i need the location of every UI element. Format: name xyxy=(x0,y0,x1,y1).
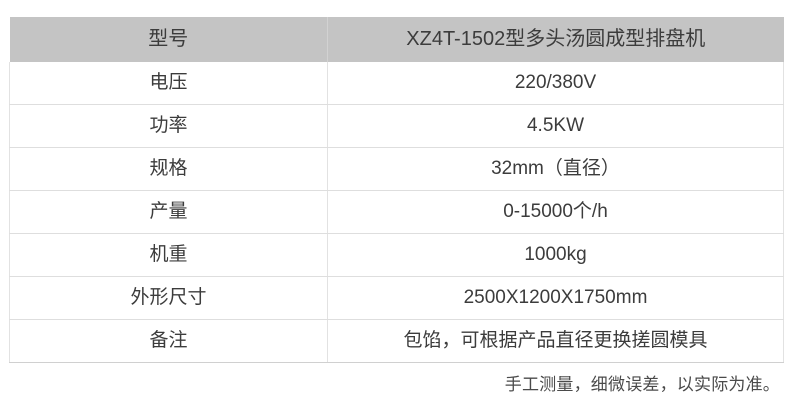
spec-label-cell: 规格 xyxy=(9,147,328,191)
spec-value-cell: 4.5KW xyxy=(327,104,784,148)
spec-value-cell: 2500X1200X1750mm xyxy=(327,276,784,320)
table-row: 外形尺寸 2500X1200X1750mm xyxy=(9,276,784,320)
spec-value-text: 32mm（直径） xyxy=(491,158,620,179)
header-cell-model-value: XZ4T-1502型多头汤圆成型排盘机 xyxy=(327,17,784,62)
spec-label-text: 功率 xyxy=(149,115,188,136)
spec-value-cell: 0-15000个/h xyxy=(327,190,784,234)
spec-label-text: 机重 xyxy=(149,244,188,265)
table-row: 功率 4.5KW xyxy=(9,104,784,148)
spec-label-text: 备注 xyxy=(149,330,188,351)
spec-label-text: 规格 xyxy=(149,158,188,179)
spec-label-cell: 机重 xyxy=(9,233,328,277)
table-body: 电压 220/380V 功率 4.5KW 规格 32mm（直径） xyxy=(9,62,784,363)
header-model-value-text: XZ4T-1502型多头汤圆成型排盘机 xyxy=(406,28,706,50)
spec-value-text: 1000kg xyxy=(524,244,587,265)
spec-label-cell: 产量 xyxy=(9,190,328,234)
spec-value-cell: 包馅，可根据产品直径更换搓圆模具 xyxy=(327,319,784,363)
spec-label-text: 外形尺寸 xyxy=(130,287,207,308)
header-cell-model-label: 型号 xyxy=(9,17,328,62)
spec-label-cell: 备注 xyxy=(9,319,328,363)
spec-value-text: 0-15000个/h xyxy=(503,201,608,222)
table-row: 机重 1000kg xyxy=(9,233,784,277)
spec-value-cell: 220/380V xyxy=(327,62,784,105)
table-row: 备注 包馅，可根据产品直径更换搓圆模具 xyxy=(9,319,784,363)
spec-label-cell: 电压 xyxy=(9,62,328,105)
spec-value-text: 包馅，可根据产品直径更换搓圆模具 xyxy=(403,330,708,351)
spec-label-cell: 外形尺寸 xyxy=(9,276,328,320)
spec-value-cell: 32mm（直径） xyxy=(327,147,784,191)
spec-label-text: 电压 xyxy=(149,72,188,93)
table-row: 电压 220/380V xyxy=(9,62,784,105)
spec-label-cell: 功率 xyxy=(9,104,328,148)
table-row: 产量 0-15000个/h xyxy=(9,190,784,234)
measurement-disclaimer: 手工测量，细微误差，以实际为准。 xyxy=(504,375,780,394)
spec-value-text: 4.5KW xyxy=(526,115,585,136)
spec-value-text: 220/380V xyxy=(514,72,597,93)
spec-label-text: 产量 xyxy=(149,201,188,222)
spec-value-text: 2500X1200X1750mm xyxy=(463,287,648,308)
header-model-label-text: 型号 xyxy=(148,28,189,50)
table-header: 型号 XZ4T-1502型多头汤圆成型排盘机 xyxy=(9,17,784,62)
table-header-row: 型号 XZ4T-1502型多头汤圆成型排盘机 xyxy=(9,17,784,62)
specification-table: 型号 XZ4T-1502型多头汤圆成型排盘机 电压 220/380V 功率 xyxy=(9,17,784,363)
spec-value-cell: 1000kg xyxy=(327,233,784,277)
table-row: 规格 32mm（直径） xyxy=(9,147,784,191)
